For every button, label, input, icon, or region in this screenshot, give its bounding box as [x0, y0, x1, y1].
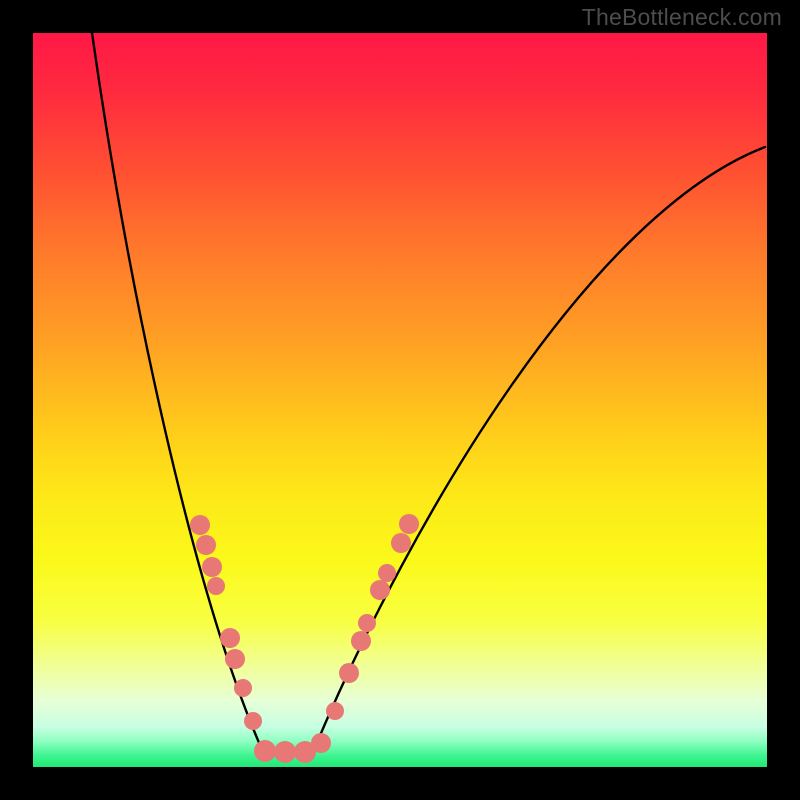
data-marker — [254, 740, 276, 762]
data-marker — [311, 733, 331, 753]
data-marker — [370, 580, 390, 600]
data-marker — [391, 533, 411, 553]
data-marker — [326, 702, 344, 720]
data-marker — [196, 535, 216, 555]
bottleneck-curve — [33, 33, 767, 767]
data-marker — [351, 631, 371, 651]
data-marker — [190, 515, 210, 535]
plot-area — [33, 33, 767, 767]
data-marker — [220, 628, 240, 648]
data-marker — [378, 564, 396, 582]
data-marker — [358, 614, 376, 632]
chart-stage: TheBottleneck.com — [0, 0, 800, 800]
data-marker — [244, 712, 262, 730]
data-marker — [207, 577, 225, 595]
data-marker — [202, 557, 222, 577]
data-marker — [225, 649, 245, 669]
data-marker — [274, 741, 296, 763]
data-marker — [339, 663, 359, 683]
curve-path — [92, 33, 765, 752]
data-marker — [234, 679, 252, 697]
watermark-text: TheBottleneck.com — [582, 4, 782, 31]
data-marker — [399, 514, 419, 534]
